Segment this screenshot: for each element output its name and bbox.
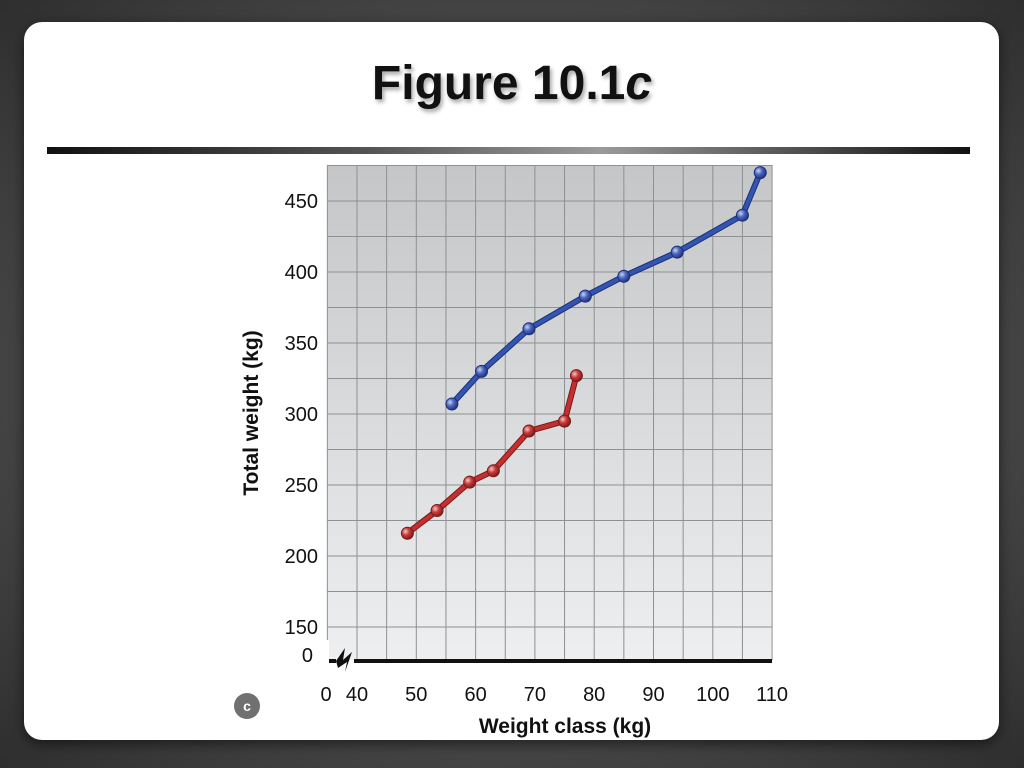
data-point: [463, 475, 477, 489]
x-tick-label: 70: [524, 684, 546, 706]
data-point: [617, 269, 631, 283]
title-rule: [47, 147, 970, 154]
data-point: [475, 364, 489, 378]
panel-badge: c: [234, 693, 260, 719]
data-point: [522, 322, 536, 336]
slide-title-italic: c: [625, 57, 653, 110]
plot-area: [327, 165, 772, 660]
x-tick-label: 110: [756, 684, 788, 706]
axis-break-gap: [320, 640, 329, 670]
data-point: [735, 208, 749, 222]
y-axis-title: Total weight (kg): [240, 330, 263, 495]
panel-badge-label: c: [243, 698, 251, 714]
x-tick-label: 50: [405, 684, 427, 706]
series-group: [400, 166, 767, 540]
x-axis-ticks: 40 50 60 70 80 90 100 110 0: [320, 684, 788, 706]
x-tick-label: 40: [346, 684, 368, 706]
data-point: [430, 504, 444, 518]
x-axis-title: Weight class (kg): [479, 715, 651, 738]
x-axis: [320, 640, 772, 672]
data-point: [670, 245, 684, 259]
data-point: [486, 464, 500, 478]
data-point: [400, 526, 414, 540]
y-tick-label: 200: [285, 546, 318, 568]
x-tick-label-zero: 0: [320, 684, 331, 706]
axis-break-mark: [336, 648, 352, 672]
x-tick-label: 60: [464, 684, 486, 706]
y-tick-label: 250: [285, 475, 318, 497]
series-line: [449, 170, 763, 407]
data-point: [445, 397, 459, 411]
x-tick-label: 100: [696, 684, 729, 706]
y-tick-label: 450: [285, 191, 318, 213]
y-tick-label: 300: [285, 404, 318, 426]
data-point: [569, 369, 583, 383]
data-point: [753, 166, 767, 180]
slide-title-main: Figure 10.1: [371, 57, 626, 110]
slide-title: Figure 10.1c: [0, 56, 1024, 111]
data-point: [522, 424, 536, 438]
y-tick-label: 400: [285, 262, 318, 284]
y-axis-ticks: 150 200 250 300 350 400 450 0: [285, 191, 318, 667]
x-tick-label: 90: [642, 684, 664, 706]
data-point: [578, 289, 592, 303]
y-tick-label: 150: [285, 617, 318, 639]
y-tick-label-zero: 0: [302, 645, 313, 667]
data-point: [558, 414, 572, 428]
y-tick-label: 350: [285, 333, 318, 355]
x-tick-label: 80: [583, 684, 605, 706]
